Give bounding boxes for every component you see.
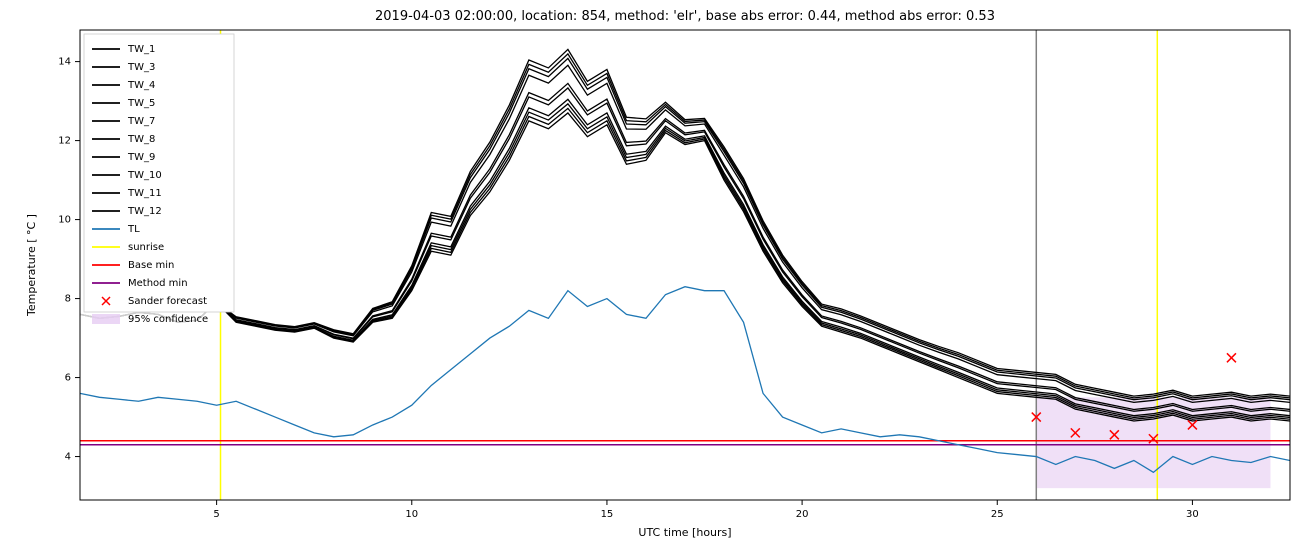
legend-label: TW_10 bbox=[127, 170, 162, 181]
ytick-label: 12 bbox=[58, 136, 71, 147]
xtick-label: 30 bbox=[1186, 509, 1199, 520]
legend-label: TW_1 bbox=[127, 44, 155, 55]
legend-label: Base min bbox=[128, 260, 174, 271]
legend-label: TL bbox=[127, 224, 140, 235]
y-axis-label: Temperature [ °C ] bbox=[25, 214, 38, 317]
legend-swatch bbox=[92, 314, 120, 324]
legend-label: TW_8 bbox=[127, 134, 155, 145]
legend-label: TW_11 bbox=[127, 188, 162, 199]
chart-title: 2019-04-03 02:00:00, location: 854, meth… bbox=[375, 9, 995, 24]
confidence-band bbox=[1036, 397, 1270, 488]
legend-label: TW_3 bbox=[127, 62, 155, 73]
xtick-label: 10 bbox=[405, 509, 418, 520]
legend-label: TW_7 bbox=[127, 116, 155, 127]
ytick-label: 6 bbox=[65, 373, 71, 384]
chart-container: 5 10 15 20 25 30 4 6 8 10 12 14 UTC time [hours] Temp… bbox=[0, 0, 1310, 547]
legend-label: TW_5 bbox=[127, 98, 155, 109]
xtick-label: 20 bbox=[796, 509, 809, 520]
ytick-label: 14 bbox=[58, 57, 71, 68]
legend-label: TW_9 bbox=[127, 152, 155, 163]
legend-label: Method min bbox=[128, 278, 188, 289]
ytick-label: 8 bbox=[65, 294, 71, 305]
legend-label: 95% confidence bbox=[128, 314, 208, 325]
xtick-label: 15 bbox=[601, 509, 614, 520]
chart-svg: 5 10 15 20 25 30 4 6 8 10 12 14 UTC time [hours] Temp… bbox=[0, 0, 1310, 547]
legend-label: Sander forecast bbox=[128, 296, 207, 307]
x-axis-label: UTC time [hours] bbox=[638, 526, 731, 539]
xtick-label: 25 bbox=[991, 509, 1004, 520]
ytick-label: 10 bbox=[58, 215, 71, 226]
legend-label: sunrise bbox=[128, 242, 164, 253]
legend: TW_1 TW_3 TW_4 TW_5 TW_7 TW_8 TW_9 TW_10 TW_11 TW… bbox=[84, 34, 234, 325]
legend-label: TW_4 bbox=[127, 80, 155, 91]
legend-label: TW_12 bbox=[127, 206, 162, 217]
ytick-label: 4 bbox=[65, 452, 71, 463]
xtick-label: 5 bbox=[213, 509, 219, 520]
